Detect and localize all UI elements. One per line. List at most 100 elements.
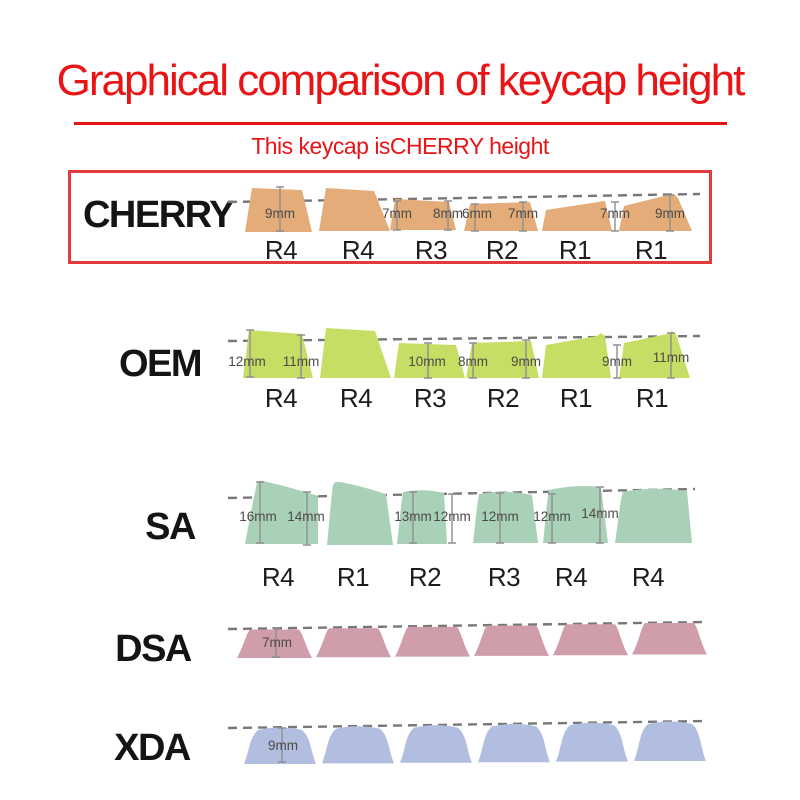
svg-text:R1: R1	[636, 383, 668, 413]
svg-text:R4: R4	[555, 562, 587, 592]
svg-text:9mm: 9mm	[511, 354, 541, 369]
svg-text:14mm: 14mm	[287, 509, 325, 524]
keycap	[619, 331, 690, 378]
svg-text:13mm: 13mm	[394, 509, 432, 524]
sa-measure-ticks	[256, 481, 604, 546]
keycap	[320, 328, 391, 378]
svg-text:R2: R2	[487, 383, 519, 413]
svg-text:9mm: 9mm	[655, 206, 685, 221]
svg-text:R1: R1	[559, 235, 591, 265]
svg-text:9mm: 9mm	[265, 206, 295, 221]
keycap	[400, 725, 472, 763]
svg-text:R4: R4	[262, 562, 294, 592]
keycap	[395, 626, 470, 657]
oem-keycaps	[243, 328, 690, 378]
svg-text:R4: R4	[265, 235, 297, 265]
keycap	[243, 330, 313, 378]
keycap	[327, 481, 393, 545]
keycap	[394, 343, 465, 378]
svg-text:12mm: 12mm	[228, 354, 266, 369]
keycap	[556, 722, 628, 762]
svg-text:R4: R4	[632, 562, 664, 592]
svg-text:R2: R2	[486, 235, 518, 265]
cherry-measure-ticks	[276, 186, 674, 232]
title-underline	[74, 122, 727, 125]
svg-text:R3: R3	[488, 562, 520, 592]
sa-profile-label: SA	[145, 506, 196, 548]
keycap	[474, 625, 549, 656]
keycap	[397, 490, 447, 544]
xda-height-reference-line	[227, 719, 707, 730]
svg-text:9mm: 9mm	[602, 354, 632, 369]
subtitle: This keycap isCHERRY height	[251, 133, 549, 159]
svg-text:R1: R1	[635, 235, 667, 265]
svg-text:R3: R3	[415, 235, 447, 265]
dsa-measure-ticks	[272, 627, 280, 658]
keycap	[316, 628, 391, 658]
svg-text:12mm: 12mm	[433, 509, 471, 524]
svg-text:7mm: 7mm	[262, 635, 292, 650]
keycap	[542, 333, 611, 378]
keycap	[245, 188, 312, 232]
xda-row: XDA 9mm	[114, 719, 707, 769]
svg-text:12mm: 12mm	[481, 509, 519, 524]
keycap	[473, 491, 538, 543]
svg-text:8mm: 8mm	[458, 354, 488, 369]
xda-keycaps	[244, 721, 706, 764]
svg-text:7mm: 7mm	[600, 206, 630, 221]
keycap	[542, 201, 612, 231]
sa-keycaps	[245, 480, 692, 545]
sa-measurements: 16mm 14mm 13mm 12mm 12mm 12mm 14mm	[239, 506, 619, 524]
keycap	[466, 341, 539, 378]
svg-text:8mm: 8mm	[433, 206, 463, 221]
keycap	[244, 727, 316, 764]
dsa-profile-label: DSA	[115, 628, 192, 670]
sa-row: SA 16mm 14mm 13mm 12mm 12mm 12mm 14mm	[145, 480, 696, 592]
oem-row-labels: R4 R4 R3 R2 R1 R1	[265, 383, 669, 413]
dsa-keycaps	[237, 623, 707, 658]
keycap	[619, 194, 692, 231]
svg-text:R4: R4	[265, 383, 297, 413]
oem-row: OEM 12mm 11mm 10mm 8mm 9mm 9mm 11mm	[119, 328, 701, 413]
svg-text:10mm: 10mm	[408, 354, 446, 369]
oem-height-reference-line	[227, 334, 701, 343]
cherry-measurements: 9mm 7mm 8mm 6mm 7mm 7mm 9mm	[265, 206, 685, 221]
svg-text:R1: R1	[337, 562, 369, 592]
dsa-measurements: 7mm	[262, 635, 292, 650]
cherry-profile-label: CHERRY	[83, 194, 234, 236]
dsa-row: DSA 7mm	[115, 620, 707, 670]
xda-measurements: 9mm	[268, 738, 298, 753]
sa-row-labels: R4 R1 R2 R3 R4 R4	[262, 562, 665, 592]
cherry-keycaps	[245, 188, 692, 232]
xda-profile-label: XDA	[114, 727, 191, 769]
svg-text:R1: R1	[560, 383, 592, 413]
cherry-height-reference-line	[227, 192, 701, 204]
keycap	[245, 480, 318, 544]
cherry-row: CHERRY 9mm 7mm 8mm 6mm 7mm 7mm 9mm	[83, 186, 701, 265]
svg-text:16mm: 16mm	[239, 509, 277, 524]
keycap	[615, 488, 692, 543]
keycap	[319, 188, 390, 231]
keycap	[553, 624, 628, 656]
svg-text:14mm: 14mm	[581, 506, 619, 521]
keycap	[237, 629, 312, 658]
svg-text:R4: R4	[342, 235, 374, 265]
xda-measure-ticks	[278, 727, 286, 763]
svg-text:9mm: 9mm	[268, 738, 298, 753]
cherry-highlight-box	[68, 170, 712, 264]
dsa-height-reference-line	[227, 620, 706, 631]
svg-text:7mm: 7mm	[382, 206, 412, 221]
svg-text:11mm: 11mm	[653, 350, 690, 365]
keycap	[322, 726, 394, 764]
svg-text:11mm: 11mm	[283, 354, 320, 369]
keycap	[543, 486, 608, 543]
svg-text:7mm: 7mm	[508, 206, 538, 221]
oem-measure-ticks	[246, 329, 675, 379]
svg-text:R3: R3	[414, 383, 446, 413]
page-title: Graphical comparison of keycap height	[56, 56, 746, 105]
keycap	[632, 623, 707, 655]
svg-text:R4: R4	[340, 383, 372, 413]
keycap	[390, 199, 456, 230]
keycap	[478, 723, 550, 763]
